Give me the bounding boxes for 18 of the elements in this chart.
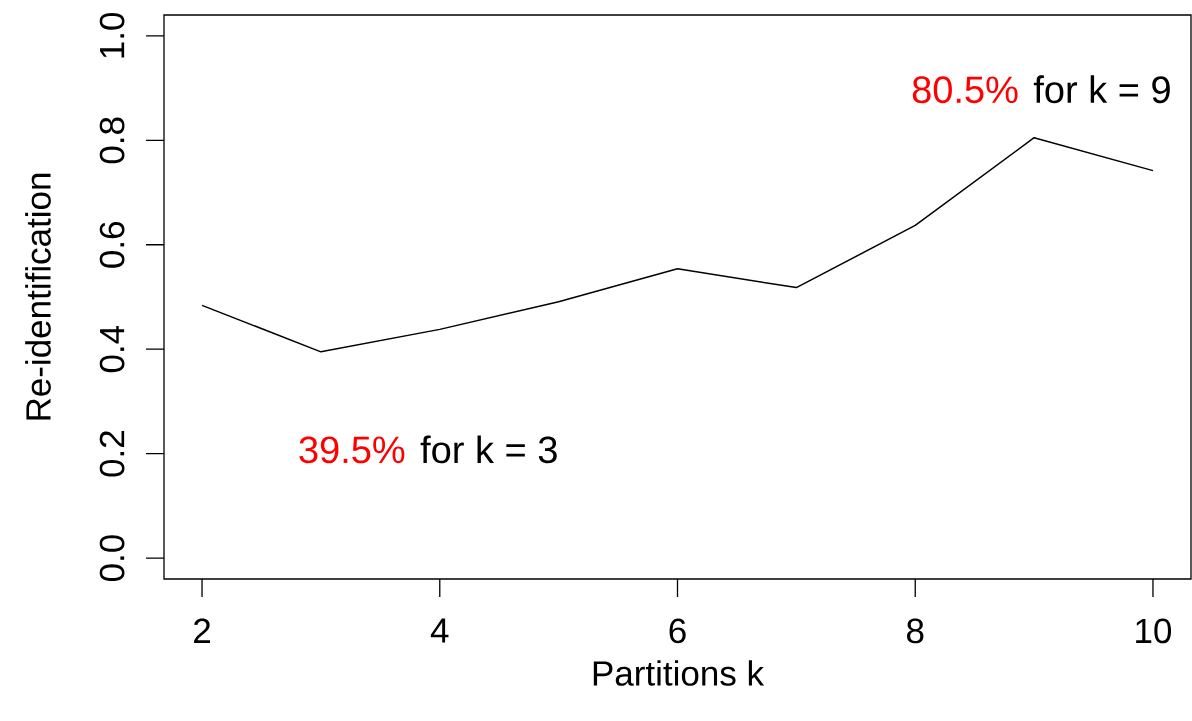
y-tick-label: 1.0: [99, 12, 125, 58]
annotation: 39.5%: [299, 436, 405, 464]
x-tick-label: 8: [907, 618, 924, 644]
y-tick-label: 0.0: [99, 535, 125, 582]
y-tick-label: 0.4: [99, 325, 125, 373]
line-series: [201, 136, 1154, 353]
y-tick-label: 0.2: [99, 431, 125, 477]
x-tick-label: 10: [1136, 618, 1172, 644]
x-tick-label: 2: [194, 618, 211, 643]
annotation: for k = 3: [420, 435, 557, 464]
x-axis-title: Partitions k: [593, 660, 765, 686]
annotation: 80.5%: [912, 76, 1018, 104]
x-tick-label: 4: [430, 618, 449, 643]
y-tick-label: 0.6: [99, 221, 125, 268]
annotation: for k = 9: [1033, 75, 1170, 104]
y-tick-label: 0.8: [99, 117, 125, 164]
y-axis-title: Re-identification: [25, 173, 51, 420]
x-tick-label: 6: [669, 618, 686, 644]
